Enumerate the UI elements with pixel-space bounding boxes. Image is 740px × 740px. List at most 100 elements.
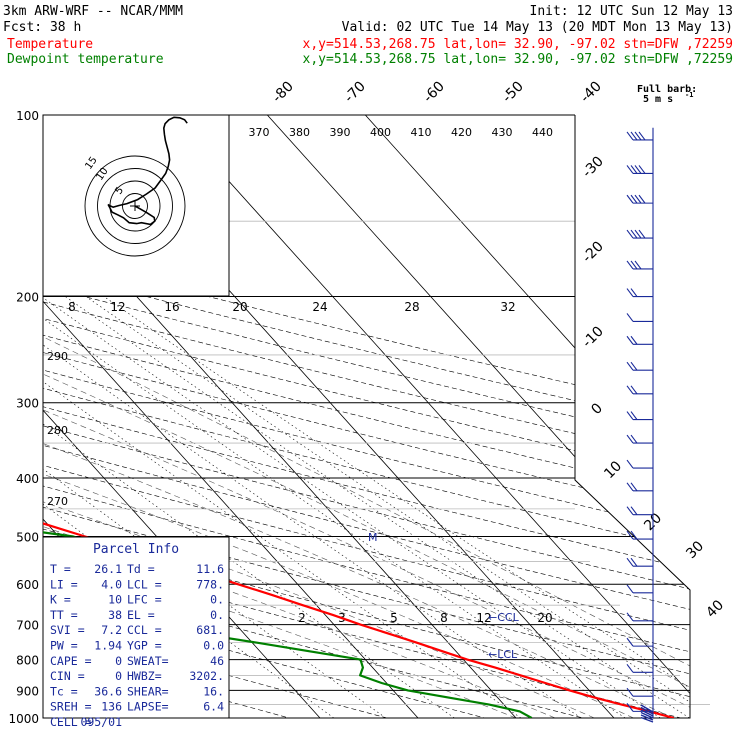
barb-flag (638, 131, 646, 141)
init-time: Init: 12 UTC Sun 12 May 13 (530, 4, 734, 19)
barb-flag (630, 482, 638, 492)
barb-flag (626, 194, 634, 204)
surface-barb (640, 711, 654, 719)
parcel-title: Parcel Info (93, 542, 179, 557)
parcel-cell: 0. (210, 593, 224, 607)
barb-flag (630, 506, 638, 515)
dry-adiabat-line (43, 115, 690, 718)
barb-flag (626, 506, 634, 515)
parcel-cell: 36.6 (94, 684, 122, 698)
parcel-cell: PW = (50, 639, 78, 653)
barb-flag (630, 288, 638, 297)
legend-temperature-name: Temperature (7, 37, 93, 52)
isotherm-label: -50 (499, 78, 526, 105)
wind-barb (626, 459, 653, 469)
parcel-cell: LAPSE= (127, 700, 169, 714)
mixing-ratio-label: 32 (500, 300, 515, 314)
parcel-cell: 1.94 (94, 639, 122, 653)
isotherm-label: 40 (703, 597, 727, 621)
parcel-cell: 46 (210, 654, 224, 668)
hodograph-trace (107, 116, 188, 226)
surface-barb (640, 704, 654, 713)
barb-flag (630, 530, 638, 540)
parcel-cell: 11.6 (196, 562, 224, 576)
wind-barb (626, 194, 653, 204)
parcel-cell: 16. (203, 684, 224, 698)
wind-barb (626, 612, 653, 622)
wind-barb (626, 482, 653, 492)
wind-barb (626, 335, 653, 345)
wind-barb (626, 229, 653, 239)
isotherm-label: -40 (577, 78, 604, 105)
barb-flag (626, 361, 634, 371)
valid-time: Valid: 02 UTC Tue 14 May 13 (20 MDT Mon … (342, 20, 733, 35)
pressure-tick-label: 800 (16, 654, 39, 668)
isotherm-line (267, 115, 690, 718)
barb-flag (630, 260, 638, 270)
parcel-cell: Tc = (50, 684, 78, 698)
moist-adiabat-line (43, 296, 517, 718)
parcel-cell: CIN = (50, 669, 85, 683)
parcel-info: Parcel Info T = 26.1 Td = 11.6 LI = 4.0 LCL = 77… (42, 536, 230, 729)
pressure-tick-label: 300 (16, 397, 39, 411)
barb-flag (626, 165, 634, 174)
theta-label: 390 (330, 126, 351, 139)
isotherm-line (169, 115, 690, 718)
wind-barb (626, 313, 653, 323)
barb-note-line2: 5 m s (643, 94, 673, 105)
wind-barbs (626, 127, 654, 723)
barb-flag (634, 165, 642, 174)
barb-flag (626, 703, 634, 712)
barb-flag (630, 194, 638, 204)
parcel-cell: 095/01 (80, 715, 122, 729)
mixing-ratio-bottom-label: 5 (390, 611, 398, 625)
parcel-cell: EL = (127, 608, 155, 622)
wind-barb (626, 434, 653, 444)
barb-flag (626, 637, 634, 647)
barb-note-unit: -1 (685, 91, 693, 99)
pressure-axis: 100 200 300 400 500 600 700 800 900 1000 (8, 109, 39, 726)
parcel-cell: 0. (210, 608, 224, 622)
pressure-tick-label: 100 (16, 109, 39, 123)
parcel-cell: YGP = (127, 639, 162, 653)
parcel-cell: 0 (115, 669, 122, 683)
barb-flag (638, 229, 646, 239)
pressure-tick-label: 500 (16, 530, 39, 544)
wind-barb (626, 530, 653, 540)
theta-label: 440 (532, 126, 553, 139)
barb-flag (626, 131, 634, 141)
barb-flag (626, 557, 634, 567)
level-marker-m: M (368, 531, 378, 544)
surface-barb (640, 716, 654, 723)
parcel-cell: T = (50, 562, 71, 576)
mixing-ratio-label: 20 (232, 300, 247, 314)
barb-flag (630, 557, 638, 567)
forecast-hour: Fcst: 38 h (3, 20, 81, 35)
hodograph-ring-label: 5 (113, 185, 126, 197)
barb-flag (630, 361, 638, 371)
parcel-cell: 3202. (189, 669, 224, 683)
barb-flag (626, 687, 634, 697)
theta-left-label: 280 (47, 424, 68, 437)
theta-label: 410 (411, 126, 432, 139)
pressure-tick-label: 1000 (8, 712, 39, 726)
parcel-cell: SREH = (50, 700, 92, 714)
barb-flag (626, 612, 634, 622)
parcel-cell: SHEAR= (127, 684, 169, 698)
parcel-cell: LCL = (127, 577, 162, 591)
parcel-cell: 10 (108, 593, 122, 607)
surface-barb (640, 714, 654, 721)
legend-dewpoint-info: x,y=514.53,268.75 lat,lon= 32.90, -97.02… (303, 52, 733, 67)
barb-flag (626, 411, 634, 420)
mixing-ratio-line (43, 296, 455, 718)
mixing-ratio-line (103, 296, 690, 718)
parcel-cell: SWEAT= (127, 654, 169, 668)
wind-barb (626, 506, 653, 516)
parcel-box (42, 536, 230, 719)
theta-label: 400 (370, 126, 391, 139)
barb-flag (630, 335, 638, 345)
mixing-ratio-label: 24 (312, 300, 327, 314)
mixing-ratio-bottom-label: 8 (440, 611, 448, 625)
